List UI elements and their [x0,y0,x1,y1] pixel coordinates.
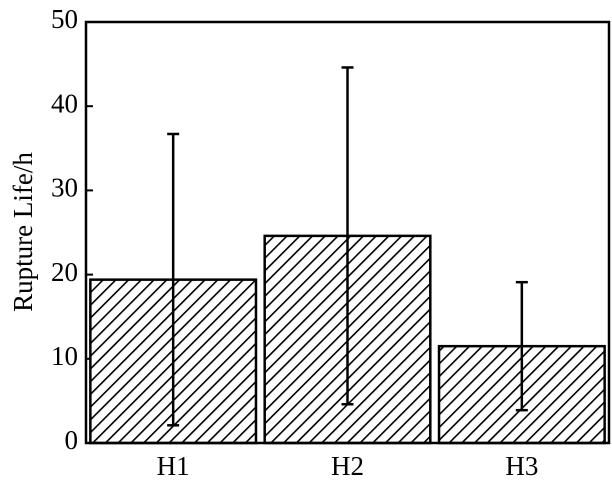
y-tick-label: 40 [51,88,78,118]
plot-frame [84,20,611,445]
x-tick-label: H1 [157,451,190,481]
y-tick-label: 20 [51,257,78,287]
x-tick-label: H3 [505,451,538,481]
y-tick-label: 10 [51,341,78,371]
y-tick-label: 30 [51,173,78,203]
y-tick-label: 50 [51,4,78,34]
x-tick-label: H2 [331,451,364,481]
y-axis-title: Rupture Life/h [8,152,38,312]
y-tick-label: 0 [65,425,79,455]
